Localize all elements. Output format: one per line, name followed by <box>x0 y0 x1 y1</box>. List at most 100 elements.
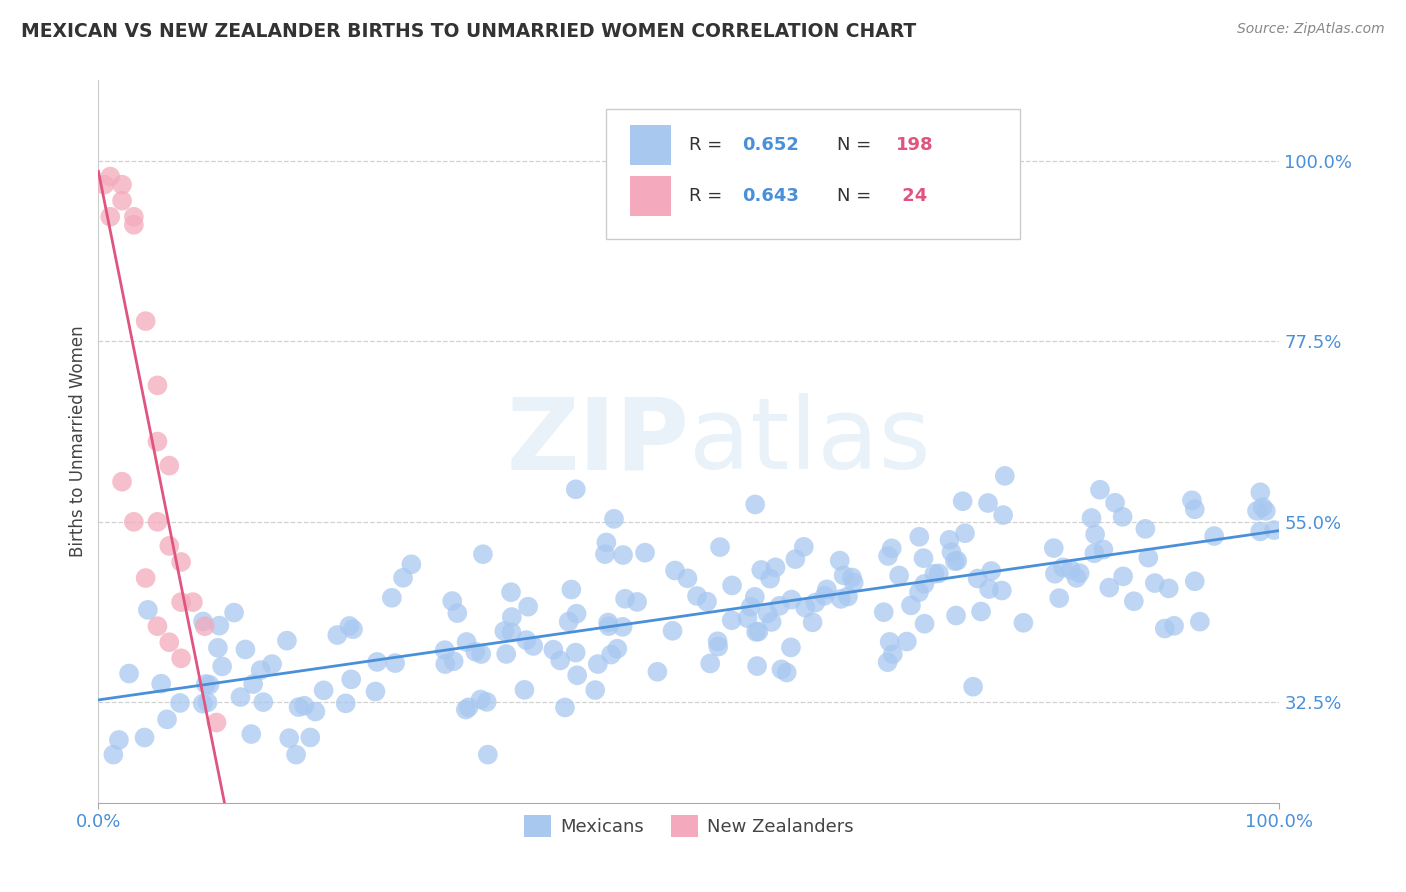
Point <box>879 635 901 649</box>
Point <box>1143 576 1166 591</box>
Point <box>565 483 588 497</box>
Point <box>908 585 931 599</box>
Legend: Mexicans, New Zealanders: Mexicans, New Zealanders <box>517 808 860 845</box>
Y-axis label: Births to Unmarried Women: Births to Unmarried Women <box>69 326 87 558</box>
Point <box>765 560 787 574</box>
Point <box>111 178 134 192</box>
Point <box>721 578 744 592</box>
Text: 198: 198 <box>896 136 934 154</box>
Point <box>945 608 967 623</box>
Point <box>896 634 918 648</box>
Point <box>780 640 803 655</box>
Point <box>1137 550 1160 565</box>
Point <box>122 515 145 529</box>
Text: N =: N = <box>837 136 876 154</box>
Point <box>471 547 494 561</box>
Point <box>647 665 669 679</box>
Point <box>966 572 988 586</box>
Point <box>1184 574 1206 589</box>
Point <box>924 566 946 581</box>
Point <box>111 475 134 489</box>
Point <box>603 512 626 526</box>
Point <box>118 666 141 681</box>
Point <box>366 655 388 669</box>
Point <box>477 747 499 762</box>
Point <box>1181 493 1204 508</box>
Point <box>208 618 231 632</box>
Point <box>707 640 730 654</box>
Point <box>1092 542 1115 557</box>
Point <box>740 599 762 614</box>
Point <box>456 635 478 649</box>
Point <box>1122 594 1144 608</box>
Point <box>908 530 931 544</box>
Text: N =: N = <box>837 187 876 205</box>
Point <box>887 568 910 582</box>
Point <box>122 210 145 224</box>
Point <box>381 591 404 605</box>
Text: MEXICAN VS NEW ZEALANDER BIRTHS TO UNMARRIED WOMEN CORRELATION CHART: MEXICAN VS NEW ZEALANDER BIRTHS TO UNMAR… <box>21 22 917 41</box>
Text: ZIP: ZIP <box>506 393 689 490</box>
Point <box>785 552 807 566</box>
Point <box>614 591 637 606</box>
Point <box>108 733 131 747</box>
Point <box>1104 496 1126 510</box>
Point <box>494 624 516 639</box>
Point <box>312 683 335 698</box>
Point <box>709 540 731 554</box>
Point <box>1098 581 1121 595</box>
Point <box>994 468 1017 483</box>
Point <box>745 624 768 639</box>
Point <box>340 673 363 687</box>
Point <box>970 605 993 619</box>
Point <box>229 690 252 704</box>
Point <box>1263 523 1285 537</box>
Point <box>98 210 121 224</box>
Point <box>1042 541 1064 555</box>
Point <box>720 613 742 627</box>
Point <box>501 610 523 624</box>
Point <box>433 643 456 657</box>
Point <box>170 595 193 609</box>
Point <box>747 624 769 639</box>
Point <box>877 549 900 563</box>
Text: 24: 24 <box>896 187 927 205</box>
Point <box>744 498 766 512</box>
Point <box>801 615 824 630</box>
Point <box>157 635 180 649</box>
Point <box>1084 527 1107 541</box>
Point <box>211 659 233 673</box>
Point <box>434 657 457 671</box>
Point <box>384 656 406 670</box>
Point <box>517 599 540 614</box>
Point <box>567 668 589 682</box>
Point <box>882 647 904 661</box>
Point <box>146 378 169 392</box>
Point <box>873 605 896 619</box>
Point <box>464 645 486 659</box>
Point <box>1052 560 1074 574</box>
Point <box>793 540 815 554</box>
Point <box>583 683 606 698</box>
Point <box>593 547 616 561</box>
Point <box>285 747 308 762</box>
Point <box>804 596 827 610</box>
Point <box>586 657 609 671</box>
Point <box>146 619 169 633</box>
Point <box>1083 546 1105 560</box>
Point <box>98 169 121 184</box>
Point <box>1060 563 1083 577</box>
Point <box>557 615 579 629</box>
Point <box>928 566 950 581</box>
Point <box>612 620 634 634</box>
Point <box>749 563 772 577</box>
Point <box>170 651 193 665</box>
Point <box>626 595 648 609</box>
Point <box>686 589 709 603</box>
Point <box>548 653 571 667</box>
Point <box>470 692 492 706</box>
Point <box>326 628 349 642</box>
Point <box>962 680 984 694</box>
Point <box>560 582 582 597</box>
Point <box>1043 566 1066 581</box>
